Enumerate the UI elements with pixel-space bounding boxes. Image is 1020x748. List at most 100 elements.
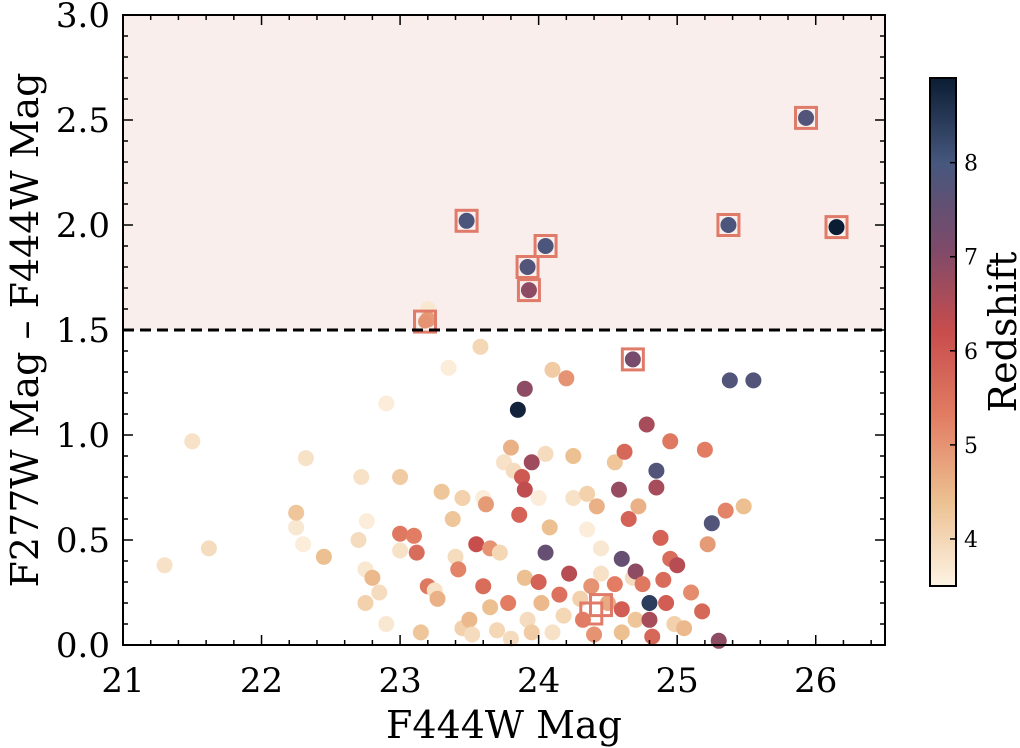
data-point bbox=[620, 511, 637, 527]
ticks-layer bbox=[122, 14, 885, 646]
data-point bbox=[378, 395, 395, 412]
data-point bbox=[610, 481, 627, 498]
data-point bbox=[634, 576, 651, 593]
data-point bbox=[516, 481, 533, 498]
data-point bbox=[613, 550, 630, 567]
data-point bbox=[676, 620, 693, 637]
data-point bbox=[464, 626, 481, 643]
data-point bbox=[516, 569, 533, 586]
highlighted-point bbox=[829, 220, 844, 235]
data-point bbox=[440, 359, 457, 376]
data-point bbox=[200, 540, 217, 557]
data-point bbox=[613, 601, 630, 618]
data-point bbox=[444, 511, 461, 527]
highlight-box bbox=[515, 255, 540, 279]
data-point bbox=[717, 502, 734, 519]
data-point bbox=[502, 630, 519, 647]
data-point bbox=[696, 441, 713, 458]
data-point bbox=[378, 616, 395, 632]
data-point bbox=[537, 445, 554, 462]
data-point bbox=[648, 479, 665, 496]
data-point bbox=[516, 380, 533, 397]
data-point bbox=[472, 338, 489, 355]
y-tick-labels: 0.0 0.5 1.0 1.5 2.0 2.5 3.0 bbox=[56, 0, 110, 666]
y-tick-label: 0.0 bbox=[56, 626, 110, 666]
colorbar bbox=[929, 77, 957, 587]
y-tick-label: 2.5 bbox=[56, 101, 110, 141]
data-point bbox=[475, 578, 492, 595]
colorbar-label: Redshift bbox=[981, 252, 1020, 413]
data-point bbox=[530, 574, 547, 590]
data-point bbox=[630, 498, 647, 515]
x-tick-label: 24 bbox=[517, 661, 560, 701]
colorbar-tick-label: 8 bbox=[964, 152, 978, 177]
data-point bbox=[364, 569, 381, 586]
data-point bbox=[638, 416, 655, 433]
colorbar-tick-label: 6 bbox=[964, 340, 978, 365]
highlight-box bbox=[516, 278, 541, 303]
data-point bbox=[699, 536, 716, 553]
data-point bbox=[735, 498, 752, 515]
data-point bbox=[408, 544, 425, 561]
data-point bbox=[412, 624, 429, 641]
colorbar-tick-label: 7 bbox=[964, 246, 978, 271]
data-point bbox=[694, 603, 711, 620]
data-point bbox=[627, 563, 644, 580]
data-point bbox=[606, 576, 623, 593]
data-point bbox=[500, 595, 517, 611]
y-tick-label: 0.5 bbox=[56, 521, 110, 561]
data-point bbox=[648, 462, 665, 479]
colorbar-tick-label: 5 bbox=[964, 434, 978, 459]
x-tick-label: 21 bbox=[101, 661, 144, 701]
data-point bbox=[468, 536, 485, 553]
data-point bbox=[662, 433, 679, 450]
data-point bbox=[523, 624, 540, 641]
highlight-box bbox=[454, 208, 479, 233]
data-point bbox=[184, 433, 201, 450]
data-point bbox=[482, 599, 499, 616]
data-point bbox=[583, 578, 600, 595]
data-point bbox=[541, 519, 558, 536]
data-point bbox=[357, 595, 374, 611]
highlighted-point bbox=[521, 283, 536, 298]
data-point bbox=[491, 544, 508, 561]
data-point bbox=[433, 483, 450, 500]
data-point bbox=[616, 443, 633, 460]
data-point bbox=[288, 519, 305, 536]
highlight-box bbox=[588, 593, 613, 618]
highlighted-point bbox=[459, 213, 474, 228]
data-point bbox=[658, 595, 675, 611]
data-point bbox=[683, 584, 700, 601]
data-point bbox=[641, 611, 658, 628]
highlight-box bbox=[413, 309, 438, 334]
data-point bbox=[297, 450, 314, 467]
data-point bbox=[592, 540, 609, 557]
data-point bbox=[588, 498, 605, 515]
data-point bbox=[502, 439, 519, 456]
data-point bbox=[537, 544, 554, 561]
highlighted-point bbox=[520, 260, 535, 274]
data-point bbox=[519, 611, 536, 628]
data-point bbox=[350, 532, 367, 548]
data-point bbox=[315, 548, 332, 565]
data-point bbox=[447, 548, 464, 565]
data-point bbox=[392, 525, 409, 542]
data-point bbox=[477, 496, 494, 513]
y-axis-label: F277W Mag – F444W Mag bbox=[3, 72, 47, 587]
data-point bbox=[523, 454, 540, 471]
data-point bbox=[509, 401, 526, 418]
data-point bbox=[745, 372, 762, 389]
data-point bbox=[353, 469, 370, 485]
data-point bbox=[655, 571, 672, 588]
data-point bbox=[295, 536, 312, 553]
data-point bbox=[592, 565, 609, 582]
data-point bbox=[606, 454, 623, 471]
data-point bbox=[652, 529, 669, 546]
y-tick-label: 1.5 bbox=[56, 311, 110, 351]
data-point bbox=[586, 626, 603, 643]
data-point bbox=[533, 595, 550, 611]
data-point bbox=[721, 372, 738, 389]
highlighted-point bbox=[538, 239, 553, 253]
highlighted-point bbox=[625, 352, 640, 367]
